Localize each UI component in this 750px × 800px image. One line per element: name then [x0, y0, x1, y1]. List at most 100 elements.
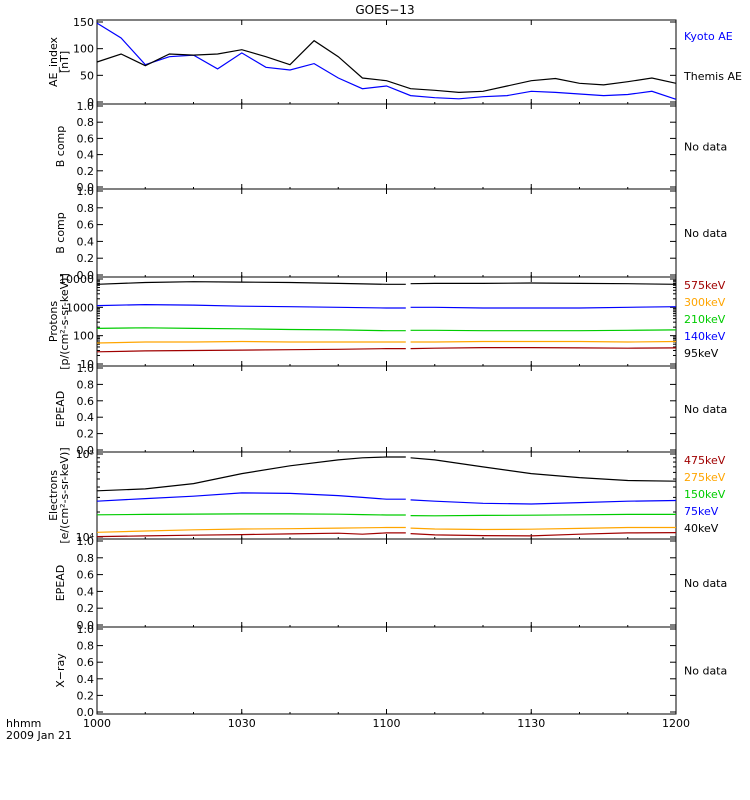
y-tick-label: 0.0 — [77, 444, 95, 457]
panel-frame — [96, 103, 677, 190]
legend-entry: 475keV — [684, 454, 726, 467]
y-tick-label: 0.4 — [77, 411, 95, 424]
y-tick-label: 0 — [87, 96, 94, 109]
y-tick-label: 0.8 — [77, 552, 95, 565]
y-axis-label: B comp — [54, 126, 67, 168]
y-tick-label: 0.6 — [77, 656, 95, 669]
no-data-label: No data — [684, 403, 727, 416]
y-tick-label: 0.6 — [77, 395, 95, 408]
series-line — [96, 347, 677, 353]
y-tick-label: 150 — [73, 16, 94, 29]
panel-frame — [96, 626, 677, 715]
y-tick-label: 0.4 — [77, 585, 95, 598]
y-tick-label: 0.2 — [77, 165, 95, 178]
y-tick-label: 1.0 — [77, 362, 95, 375]
y-tick-label: 0.2 — [77, 602, 95, 615]
no-data-label: No data — [684, 227, 727, 240]
legend-entry: 210keV — [684, 313, 726, 326]
legend-entry: 575keV — [684, 279, 726, 292]
y-axis-label: Electrons — [47, 470, 60, 521]
time-axis-label: hhmm — [6, 717, 41, 730]
x-tick-label: 1200 — [662, 717, 690, 730]
y-axis-units: [p/(cm²-s-sr-keV)] — [58, 273, 71, 370]
panel-3: 0.0 0.2 0.4 0.6 0.8 1.0 B comp No data — [54, 185, 727, 282]
panel-7: 0.0 0.2 0.4 0.6 0.8 1.0 EPEAD No data — [54, 535, 727, 632]
series-line — [96, 327, 677, 332]
legend-entry: 150keV — [684, 488, 726, 501]
y-tick-label: 10⁴ — [76, 531, 95, 544]
series-line — [96, 492, 677, 505]
y-tick-label: 0.2 — [77, 428, 95, 441]
y-axis-label: B comp — [54, 212, 67, 254]
series-line — [96, 22, 677, 100]
panel-frame — [96, 451, 677, 540]
panels: 0 50 100 150 AE_index[nT] Kyoto AE Themis AE 0.… — [47, 16, 742, 719]
no-data-label: No data — [684, 141, 727, 154]
y-tick-label: 0.0 — [77, 181, 95, 194]
legend-entry: 75keV — [684, 505, 719, 518]
x-tick-label: 1130 — [517, 717, 545, 730]
y-tick-label: 10⁵ — [76, 448, 94, 461]
series-line — [96, 340, 677, 344]
y-tick-label: 0.4 — [77, 149, 95, 162]
legend-entry: Themis AE — [683, 70, 742, 83]
series-line — [96, 456, 677, 492]
y-tick-label: 0.0 — [77, 619, 95, 632]
panel-frame — [96, 188, 677, 278]
series-line — [96, 303, 677, 309]
series-line — [96, 526, 676, 533]
no-data-label: No data — [684, 577, 727, 590]
y-axis-label: AE_index — [47, 36, 60, 87]
y-tick-label: 0.2 — [77, 689, 95, 702]
legend-entry: 95keV — [684, 347, 719, 360]
y-tick-label: 0.8 — [77, 640, 95, 653]
x-tick-label: 1000 — [83, 717, 111, 730]
y-tick-label: 0.6 — [77, 569, 95, 582]
x-tick-label: 1030 — [228, 717, 256, 730]
date-label: 2009 Jan 21 — [6, 729, 72, 742]
y-tick-label: 0.0 — [77, 269, 95, 282]
legend-entry: 300keV — [684, 296, 726, 309]
panel-1: 0 50 100 150 AE_index[nT] Kyoto AE Themis AE — [47, 16, 742, 109]
y-tick-label: 0.4 — [77, 235, 95, 248]
y-tick-label: 0.4 — [77, 673, 95, 686]
series-line — [96, 532, 677, 538]
y-axis-label: Protons — [47, 301, 60, 342]
panel-frame — [96, 19, 677, 105]
panel-frame — [96, 276, 677, 367]
y-tick-label: 1.0 — [77, 100, 95, 113]
y-tick-label: 100 — [73, 330, 94, 343]
y-axis-units: [nT] — [58, 51, 71, 73]
series-line — [96, 39, 677, 94]
y-tick-label: 100 — [73, 43, 94, 56]
y-axis-label: EPEAD — [54, 391, 67, 428]
x-tick-label: 1100 — [373, 717, 401, 730]
legend-entry: 275keV — [684, 471, 726, 484]
panel-5: 0.0 0.2 0.4 0.6 0.8 1.0 EPEAD No data — [54, 362, 727, 457]
y-tick-label: 1.0 — [77, 185, 95, 198]
legend-entry: 40keV — [684, 522, 719, 535]
legend-entry: 140keV — [684, 330, 726, 343]
y-tick-label: 0.0 — [77, 706, 95, 719]
y-tick-label: 0.8 — [77, 378, 95, 391]
x-axis: 1000 1030 1100 1130 1200 — [83, 717, 690, 730]
y-tick-label: 50 — [80, 69, 94, 82]
y-tick-label: 10 — [80, 358, 94, 371]
y-axis-label: X−ray — [54, 653, 67, 688]
panel-6: 10⁴ 10⁵ Electrons[e/(cm²-s-sr-keV)] 40keV 75… — [47, 447, 726, 544]
y-tick-label: 0.8 — [77, 202, 95, 215]
panel-frame — [96, 365, 677, 453]
legend-entry: Kyoto AE — [684, 30, 733, 43]
y-tick-label: 1.0 — [77, 535, 95, 548]
y-tick-label: 0.2 — [77, 252, 95, 265]
y-tick-label: 0.6 — [77, 219, 95, 232]
chart-title: GOES−13 — [355, 3, 414, 17]
panel-8: 0.0 0.2 0.4 0.6 0.8 1.0 X−ray No data — [54, 623, 727, 719]
no-data-label: No data — [684, 665, 727, 678]
panel-2: 0.0 0.2 0.4 0.6 0.8 1.0 B comp No data — [54, 100, 727, 194]
panel-4: 10 100 1000 10000 Protons[p/(cm²-s-sr-keV)] 9… — [47, 273, 726, 371]
y-axis-label: EPEAD — [54, 565, 67, 602]
y-axis-units: [e/(cm²-s-sr-keV)] — [58, 447, 71, 543]
series-line — [96, 513, 676, 517]
